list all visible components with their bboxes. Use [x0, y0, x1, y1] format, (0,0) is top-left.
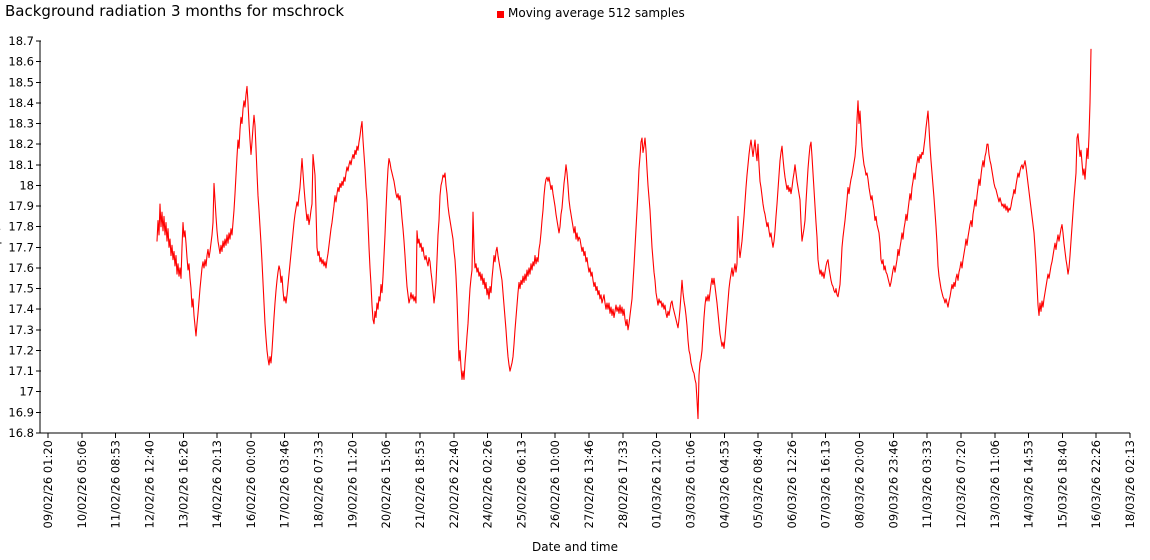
x-tick-label: 28/02/26 17:33 — [616, 440, 630, 528]
x-tick-label: 01/03/26 21:20 — [650, 440, 664, 528]
y-tick-label: 16.8 — [8, 426, 34, 440]
y-tick-label: 17.4 — [8, 302, 34, 316]
y-tick-label: 17.2 — [8, 343, 34, 357]
x-tick-label: 12/03/26 07:20 — [954, 440, 968, 528]
y-tick-label: 17.5 — [8, 282, 34, 296]
y-tick-label: 17.3 — [8, 323, 34, 337]
y-tick-label: 17.1 — [8, 364, 34, 378]
x-tick-label: 08/03/26 20:00 — [853, 440, 867, 528]
y-tick-label: 18.7 — [8, 34, 34, 48]
x-tick-label: 18/03/26 02:13 — [1123, 440, 1137, 528]
x-tick-label: 20/02/26 15:06 — [379, 440, 393, 528]
y-tick-label: 18.6 — [8, 55, 34, 69]
x-tick-label: 15/03/26 18:40 — [1055, 440, 1069, 528]
y-tick-label: 17.9 — [8, 199, 34, 213]
x-tick-label: 24/02/26 02:26 — [481, 440, 495, 528]
x-tick-label: 19/02/26 11:20 — [345, 440, 359, 528]
x-tick-label: 25/02/26 06:13 — [514, 440, 528, 528]
x-tick-label: 11/03/26 03:33 — [920, 440, 934, 528]
x-tick-label: 09/03/26 23:46 — [886, 440, 900, 528]
x-axis-title: Date and time — [532, 540, 618, 554]
x-tick-label: 21/02/26 18:53 — [413, 440, 427, 528]
x-tick-label: 07/03/26 16:13 — [819, 440, 833, 528]
y-tick-label: 18 — [19, 178, 34, 192]
x-tick-label: 26/02/26 10:00 — [548, 440, 562, 528]
y-tick-label: 17 — [19, 385, 34, 399]
y-tick-label: 17.6 — [8, 261, 34, 275]
moving-average-line — [156, 48, 1092, 420]
x-tick-label: 13/03/26 11:06 — [988, 440, 1002, 528]
x-tick-label: 22/02/26 22:40 — [447, 440, 461, 528]
x-tick-label: 03/03/26 01:06 — [683, 440, 697, 528]
x-tick-label: 16/03/26 22:26 — [1089, 440, 1103, 528]
x-tick-label: 14/03/26 14:53 — [1022, 440, 1036, 528]
x-tick-label: 09/02/26 01:20 — [41, 440, 55, 528]
y-tick-label: 17.8 — [8, 220, 34, 234]
x-tick-label: 13/02/26 16:26 — [176, 440, 190, 528]
x-tick-label: 12/02/26 12:40 — [142, 440, 156, 528]
x-tick-label: 14/02/26 20:13 — [210, 440, 224, 528]
y-tick-label: 18.2 — [8, 137, 34, 151]
legend: Moving average 512 samples — [497, 6, 685, 20]
x-tick-label: 10/02/26 05:06 — [75, 440, 89, 528]
x-tick-label: 06/03/26 12:26 — [785, 440, 799, 528]
legend-series-label: Moving average 512 samples — [508, 6, 685, 20]
x-tick-label: 16/02/26 00:00 — [244, 440, 258, 528]
x-tick-label: 05/03/26 08:40 — [751, 440, 765, 528]
legend-series-swatch-icon — [497, 11, 504, 18]
y-tick-label: 18.4 — [8, 96, 34, 110]
x-tick-label: 04/03/26 04:53 — [717, 440, 731, 528]
y-tick-label: 18.3 — [8, 117, 34, 131]
x-tick-label: 17/02/26 03:46 — [278, 440, 292, 528]
y-tick-label: 18.5 — [8, 75, 34, 89]
page-title: Background radiation 3 months for mschro… — [5, 2, 345, 20]
x-tick-label: 18/02/26 07:33 — [312, 440, 326, 528]
y-tick-label: 16.9 — [8, 405, 34, 419]
y-tick-label: 17.7 — [8, 240, 34, 254]
x-tick-label: 11/02/26 08:53 — [109, 440, 123, 528]
y-tick-label: 18.1 — [8, 158, 34, 172]
x-tick-label: 27/02/26 13:46 — [582, 440, 596, 528]
